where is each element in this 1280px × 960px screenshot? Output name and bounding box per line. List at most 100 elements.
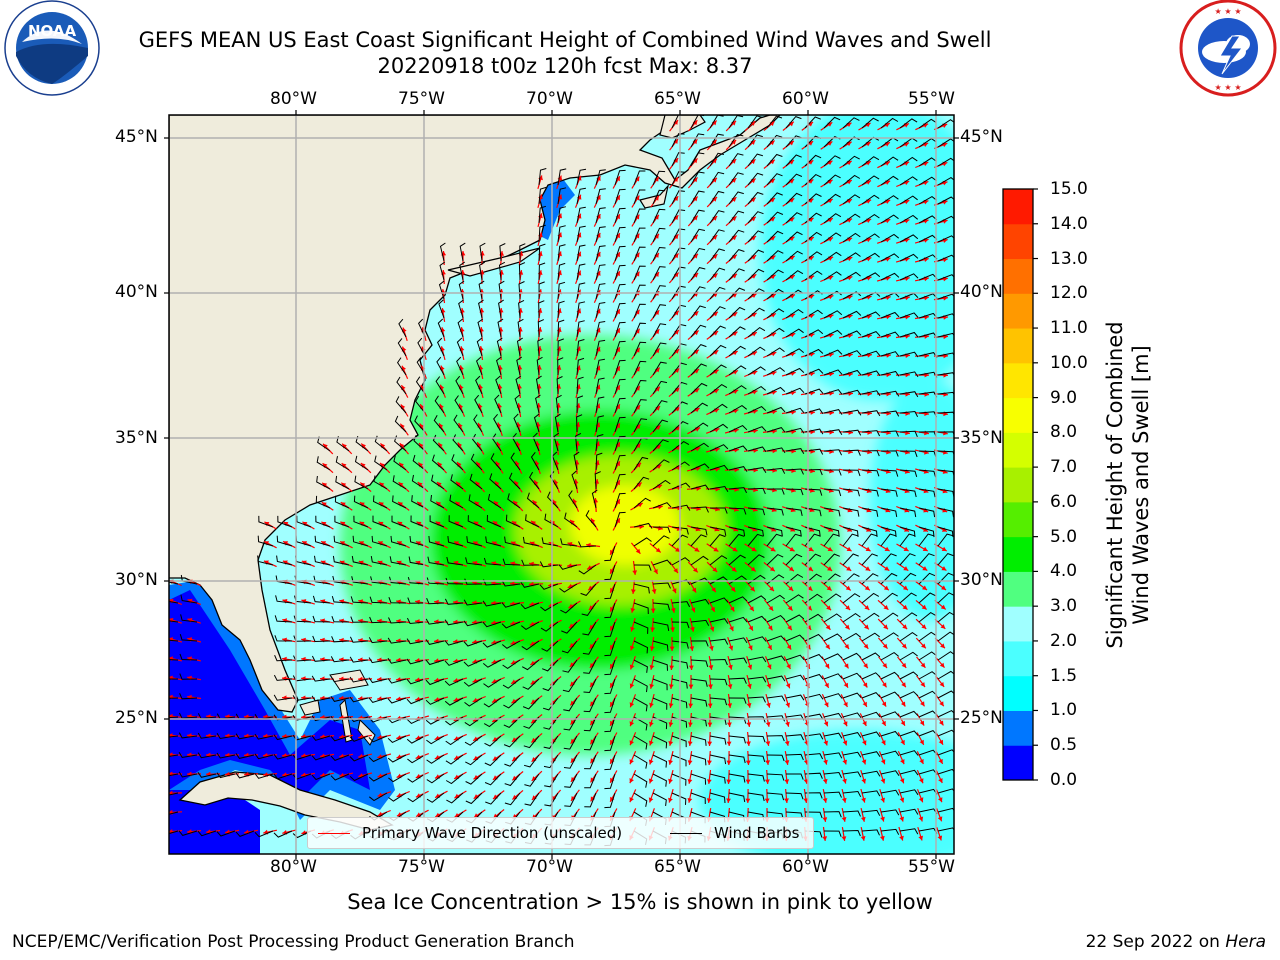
wind-barb xyxy=(604,621,616,638)
wind-barb xyxy=(652,582,671,589)
wind-barb xyxy=(431,454,445,471)
wind-barb xyxy=(595,415,605,433)
wind-barb xyxy=(823,791,842,798)
wind-barb xyxy=(690,555,709,566)
wave-arrow-head xyxy=(596,214,601,219)
wind-barb xyxy=(652,659,668,671)
colorbar-segment xyxy=(1003,223,1033,260)
colorbar-tick-label: 6.0 xyxy=(1050,491,1078,512)
lon-label-top: 55°W xyxy=(908,89,955,109)
wind-barb xyxy=(690,678,708,687)
wave-arrow-head xyxy=(571,796,576,801)
wind-barb xyxy=(766,594,785,604)
wave-arrow-head xyxy=(692,120,698,126)
wind-barb xyxy=(709,444,729,452)
wind-barb xyxy=(937,611,954,623)
wind-barb xyxy=(785,507,803,517)
wind-barb xyxy=(292,773,312,780)
wind-barb xyxy=(652,170,666,186)
wind-barb xyxy=(520,582,540,588)
wind-barb xyxy=(518,299,525,319)
wind-barb xyxy=(690,735,707,746)
colorbar-tick-label: 1.5 xyxy=(1050,665,1078,686)
wave-arrow-head xyxy=(435,541,440,546)
wind-barb xyxy=(861,194,880,205)
wind-barb xyxy=(899,553,916,566)
wave-arrow-head xyxy=(769,586,774,592)
wind-barb xyxy=(633,418,648,433)
wind-barb xyxy=(445,577,464,585)
wind-barb xyxy=(523,735,540,749)
wind-barb xyxy=(370,556,388,566)
wind-barb xyxy=(633,284,646,300)
wind-barb xyxy=(804,733,824,740)
wind-barb xyxy=(652,792,667,806)
wind-barb xyxy=(880,507,898,517)
wind-barb xyxy=(937,450,954,457)
wind-barb xyxy=(671,579,691,586)
wind-barb xyxy=(573,451,580,471)
wind-barb xyxy=(178,771,198,778)
wind-barb xyxy=(804,251,823,262)
wind-barb xyxy=(633,659,648,673)
wind-barb xyxy=(766,269,784,281)
wind-barb xyxy=(578,564,597,575)
wind-barb xyxy=(899,612,918,623)
wave-arrow-head xyxy=(938,778,943,783)
wave-arrow-head xyxy=(847,507,853,513)
wave-arrow-head xyxy=(673,139,678,144)
wave-arrow-head xyxy=(749,606,754,612)
wind-barb xyxy=(457,318,464,338)
colorbar-segment xyxy=(1003,362,1033,399)
wave-arrow-head xyxy=(938,758,943,764)
wind-barb xyxy=(544,513,559,528)
wave-arrow-head xyxy=(596,270,601,276)
wind-barb xyxy=(216,830,236,837)
wind-barb xyxy=(728,616,748,623)
wind-barb xyxy=(633,208,646,224)
wind-barb xyxy=(576,282,586,300)
wind-barb xyxy=(169,697,179,699)
lat-label-left: 40°N xyxy=(115,282,158,302)
wind-barb xyxy=(709,171,725,186)
wind-barb xyxy=(514,394,521,414)
wave-arrow-head xyxy=(654,329,660,335)
wind-barb xyxy=(179,653,198,661)
wind-barb xyxy=(216,772,236,779)
wind-barb xyxy=(169,581,179,585)
wind-barb xyxy=(766,367,786,376)
wind-barb xyxy=(747,366,766,376)
wave-arrow-head xyxy=(630,626,635,632)
wind-barb xyxy=(349,696,369,703)
wind-barb xyxy=(842,632,862,642)
wave-arrow-head xyxy=(670,627,675,632)
wind-barb xyxy=(633,189,646,205)
wave-arrow-head xyxy=(918,816,924,822)
wave-arrow-head xyxy=(803,798,809,803)
wave-arrow-head xyxy=(919,739,924,745)
colorbar-tick-label: 15.0 xyxy=(1050,179,1088,199)
wind-barb xyxy=(899,312,919,319)
wind-barb xyxy=(899,730,919,737)
wave-arrow-head xyxy=(751,546,757,552)
wind-barb xyxy=(842,672,862,680)
colorbar-tick-label: 12.0 xyxy=(1050,283,1088,304)
wind-barb xyxy=(387,637,407,644)
wind-barb xyxy=(501,640,521,649)
wind-barb xyxy=(652,526,671,534)
wind-barb xyxy=(880,469,899,477)
wind-barb xyxy=(445,735,464,746)
wind-barb xyxy=(842,369,862,376)
wave-arrow-head xyxy=(615,309,620,315)
wave-arrow-head xyxy=(708,665,714,670)
wind-barb xyxy=(370,576,388,585)
wind-barb xyxy=(169,735,179,738)
wind-barb xyxy=(407,576,426,585)
wind-barb xyxy=(614,321,626,338)
wind-barb xyxy=(273,734,293,741)
wave-arrow-head xyxy=(668,741,674,746)
wind-barb xyxy=(842,790,862,798)
wave-arrow-head xyxy=(654,348,660,354)
wave-arrow-head xyxy=(668,722,674,727)
